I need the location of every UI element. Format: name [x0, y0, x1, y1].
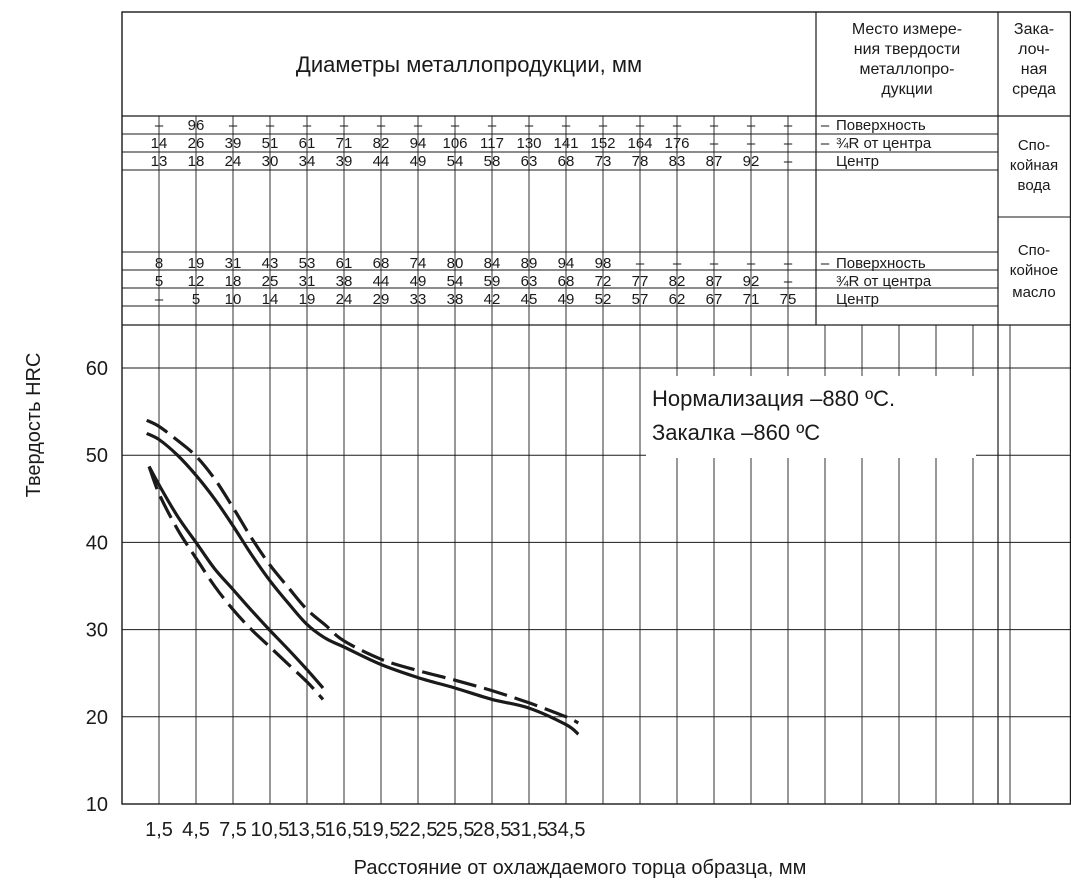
- y-tick-label: 50: [86, 445, 108, 467]
- medium-header-line: лоч-: [1018, 41, 1050, 58]
- hardness-curves: [145, 418, 580, 736]
- table-cell: –: [821, 117, 830, 134]
- x-tick-label: 19,5: [362, 819, 401, 841]
- location-cell: ¾R от центра: [836, 273, 932, 290]
- axis-labels: 10 20 30 40 50 60 1,5 4,5 7,5 10,513,516,519,522,…: [23, 353, 976, 879]
- x-tick-label: 7,5: [219, 819, 247, 841]
- y-tick-label: 60: [86, 358, 108, 380]
- location-cell: ¾R от центра: [836, 135, 932, 152]
- solid-hardness-curve-3: [147, 465, 325, 690]
- plot-grid: [121, 11, 1071, 805]
- y-tick-label: 30: [86, 620, 108, 642]
- medium-cell: вода: [1018, 177, 1052, 194]
- diameters-header: Диаметры металлопродукции, мм: [296, 52, 642, 77]
- y-tick-label: 20: [86, 707, 108, 729]
- x-tick-label: 25,5: [436, 819, 475, 841]
- location-cell: Поверхность: [836, 255, 926, 272]
- x-tick-label: 28,5: [473, 819, 512, 841]
- x-tick-label: 10,5: [251, 819, 290, 841]
- x-tick-label: 13,5: [288, 819, 327, 841]
- location-cell: Центр: [836, 153, 879, 170]
- annotation-line: Нормализация –880 ºС.: [652, 386, 895, 411]
- location-cell: Центр: [836, 291, 879, 308]
- y-axis-label: Твердость HRC: [23, 353, 45, 498]
- x-tick-label: 31,5: [510, 819, 549, 841]
- annotation-line: Закалка –860 ºС: [652, 420, 820, 445]
- location-header-line: ния твердости: [854, 41, 960, 58]
- medium-header-line: среда: [1012, 81, 1056, 98]
- x-tick-label: 22,5: [399, 819, 438, 841]
- table-cell: –: [821, 135, 830, 152]
- dashed-hardness-curve-4: [147, 465, 325, 701]
- medium-header-line: Зака-: [1014, 21, 1054, 38]
- x-tick-label: 34,5: [547, 819, 586, 841]
- medium-cell: масло: [1012, 284, 1055, 301]
- table-cell: –: [821, 255, 830, 272]
- y-tick-label: 10: [86, 794, 108, 816]
- diameter-table: Диаметры металлопродукции, мм Место измер…: [122, 12, 1071, 804]
- medium-cell: Спо-: [1018, 242, 1050, 259]
- x-axis-label: Расстояние от охлаждаемого торца образца…: [354, 857, 807, 879]
- location-header-line: дукции: [881, 81, 932, 98]
- medium-header-line: ная: [1021, 61, 1047, 78]
- medium-cell: Спо-: [1018, 137, 1050, 154]
- dashed-hardness-curve-1: [145, 418, 580, 725]
- x-tick-label: 1,5: [145, 819, 173, 841]
- x-tick-label: 4,5: [182, 819, 210, 841]
- location-cell: Поверхность: [836, 117, 926, 134]
- location-header-line: Место измере-: [852, 21, 962, 38]
- y-tick-label: 40: [86, 532, 108, 554]
- medium-cell: койная: [1010, 157, 1058, 174]
- x-tick-label: 16,5: [325, 819, 364, 841]
- medium-cell: койное: [1010, 262, 1058, 279]
- solid-hardness-curve-2: [145, 431, 580, 736]
- annotation-background: [646, 376, 976, 458]
- location-header-line: металлопро-: [860, 61, 955, 78]
